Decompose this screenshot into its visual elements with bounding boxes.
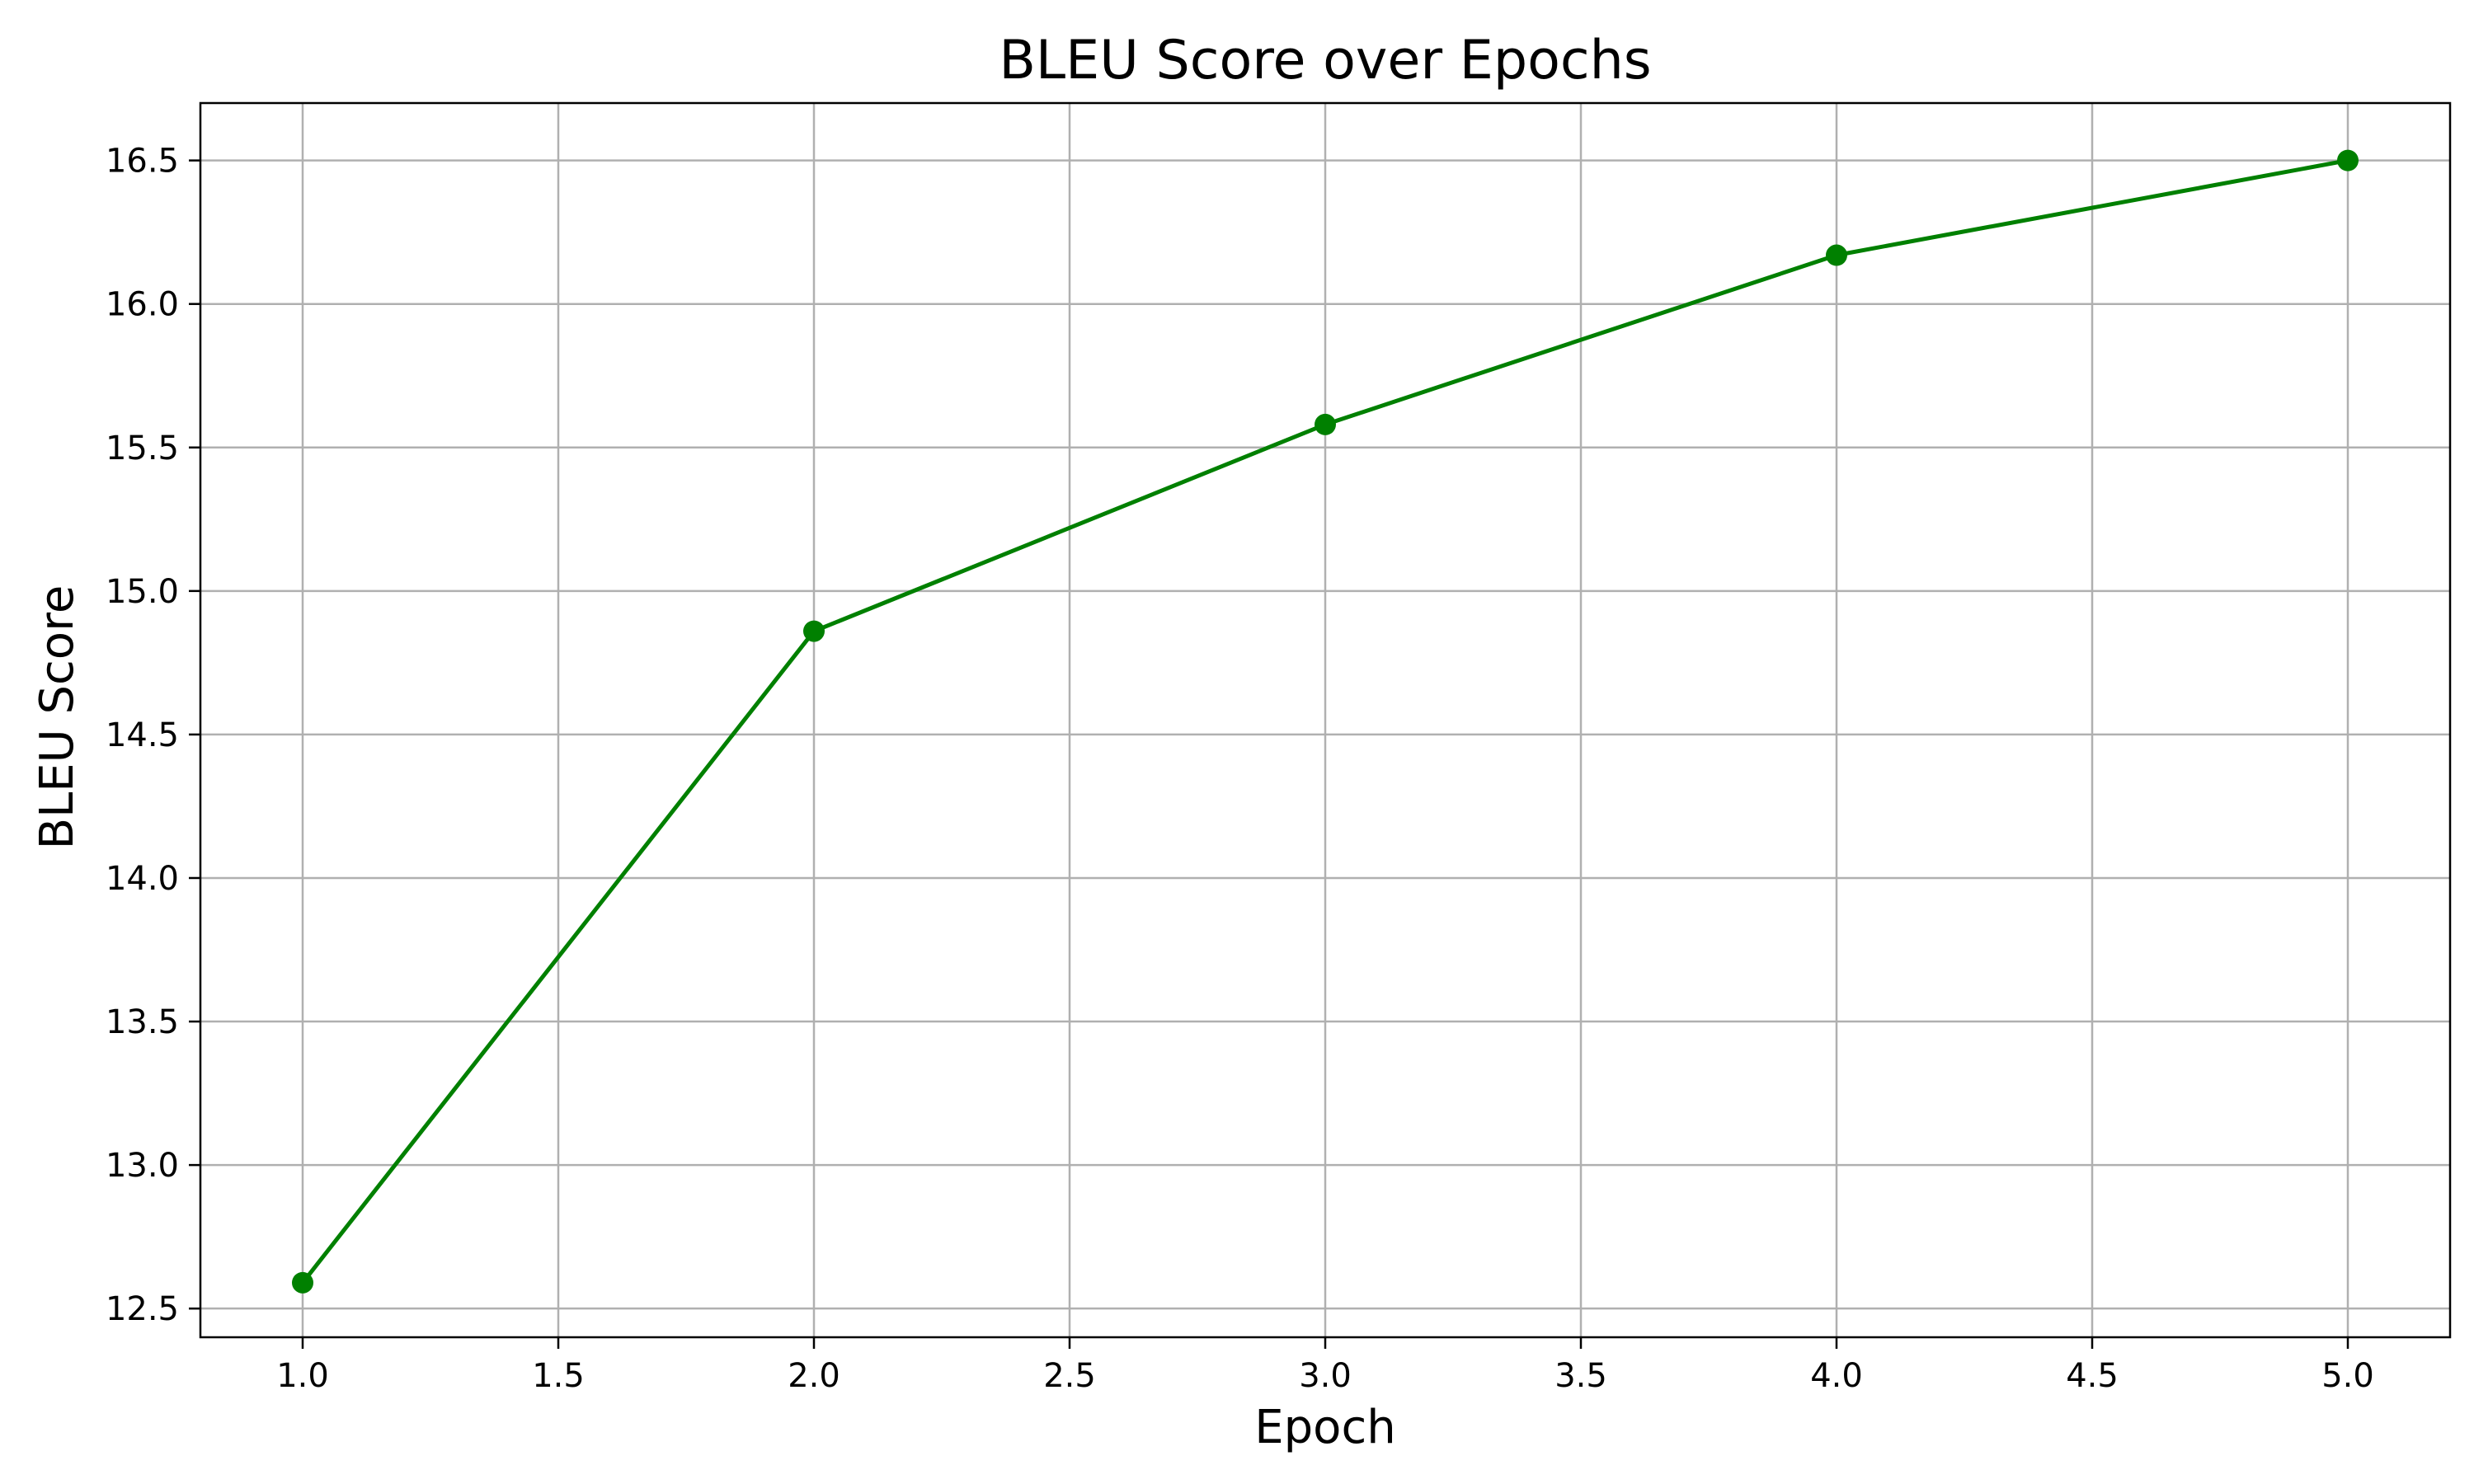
grid-lines: [200, 103, 2450, 1337]
data-point: [1826, 244, 1847, 266]
data-series: [292, 149, 2359, 1294]
y-tick-label: 13.0: [106, 1147, 179, 1185]
y-tick-label: 13.5: [106, 1003, 179, 1041]
y-tick-label: 16.5: [106, 143, 179, 181]
data-point: [2337, 149, 2359, 171]
plot-frame: [199, 101, 2452, 1339]
x-tick-label: 4.0: [1810, 1357, 1863, 1395]
x-tick-label: 3.0: [1299, 1357, 1352, 1395]
y-axis-label: BLEU Score: [31, 585, 84, 850]
y-tick-label: 15.5: [106, 430, 179, 467]
x-tick-label: 1.0: [276, 1357, 329, 1395]
x-tick-label: 5.0: [2321, 1357, 2374, 1395]
y-tick-label: 14.0: [106, 860, 179, 898]
axis-ticks: 1.0 1.5 2.0 2.5 3.0 3.5 4.0 4.5 5.0 12.5 13.0 13.5 1…: [106, 143, 2374, 1395]
data-point: [1315, 413, 1336, 435]
x-tick-label: 4.5: [2066, 1357, 2119, 1395]
y-tick-label: 15.0: [106, 573, 179, 611]
y-tick-label: 12.5: [106, 1290, 179, 1328]
x-tick-label: 1.5: [532, 1357, 585, 1395]
x-tick-label: 3.5: [1554, 1357, 1607, 1395]
x-tick-label: 2.0: [788, 1357, 840, 1395]
y-tick-label: 16.0: [106, 286, 179, 324]
x-tick-label: 2.5: [1043, 1357, 1096, 1395]
x-axis-label: Epoch: [1254, 1401, 1395, 1454]
chart-title: BLEU Score over Epochs: [999, 30, 1651, 92]
y-tick-label: 14.5: [106, 716, 179, 754]
data-point: [803, 620, 825, 642]
data-point: [292, 1271, 313, 1294]
